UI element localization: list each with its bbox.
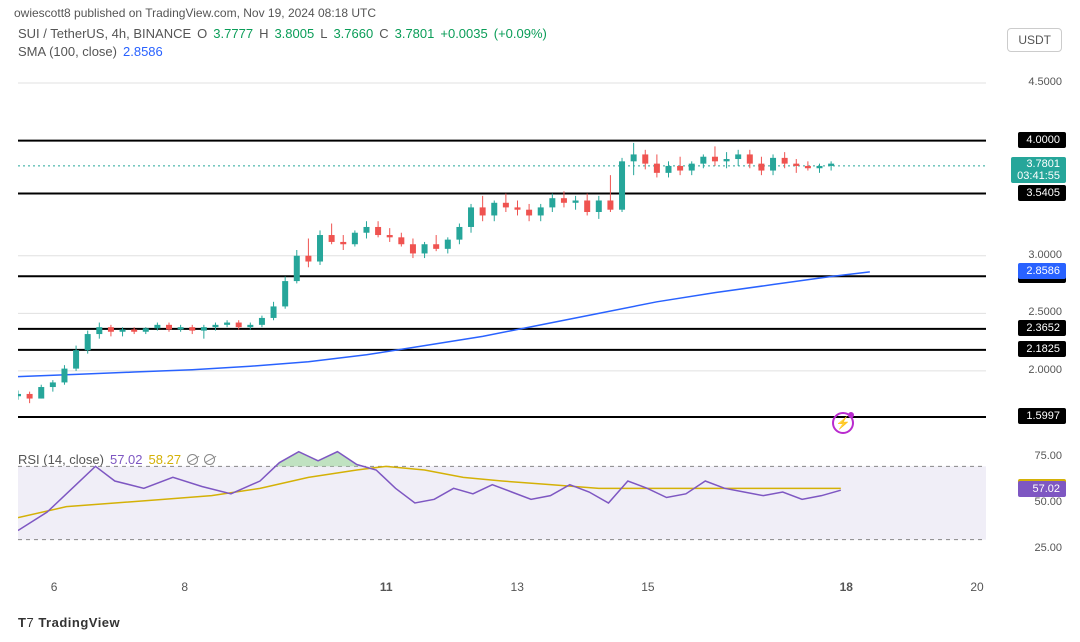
y-tick-label: 4.5000	[1028, 76, 1062, 88]
ohlc-o: 3.7777	[213, 26, 253, 41]
y-tick-label: 2.5000	[1028, 306, 1062, 318]
sma-value: 2.8586	[123, 44, 163, 59]
x-tick-label: 18	[840, 580, 853, 594]
rsi-chart[interactable]	[18, 448, 986, 558]
ohlc-c-label: C	[379, 26, 388, 41]
sma-tag: 2.8586	[1018, 263, 1066, 279]
hline-tag: 3.5405	[1018, 185, 1066, 201]
rsi-y-axis: 25.0050.0075.0058.2757.02	[1006, 448, 1066, 558]
x-tick-label: 15	[641, 580, 654, 594]
x-axis: 6 8 11 13 15 18 20	[18, 580, 986, 600]
sma-name: SMA (100, close)	[18, 44, 117, 59]
x-tick-label: 6	[51, 580, 58, 594]
y-tick-label: 3.0000	[1028, 249, 1062, 261]
hline-tag: 2.1825	[1018, 341, 1066, 357]
ohlc-o-label: O	[197, 26, 207, 41]
ohlc-pct: (+0.09%)	[494, 26, 547, 41]
ohlc-chg: +0.0035	[440, 26, 487, 41]
price-y-axis: 2.00002.50003.00004.50004.00003.54052.82…	[1006, 60, 1066, 440]
publish-header: owiescott8 published on TradingView.com,…	[14, 6, 376, 20]
ohlc-l-label: L	[320, 26, 327, 41]
hline-tag: 1.5997	[1018, 408, 1066, 424]
rsi-y-label: 50.00	[1034, 496, 1062, 508]
ohlc-l: 3.7660	[333, 26, 373, 41]
symbol-info: SUI / TetherUS, 4h, BINANCE O 3.7777 H 3.8…	[18, 26, 547, 41]
x-tick-label: 13	[511, 580, 524, 594]
bolt-icon[interactable]: ⚡	[832, 412, 854, 434]
quote-badge[interactable]: USDT	[1007, 28, 1062, 52]
x-tick-label: 20	[970, 580, 983, 594]
x-tick-label: 11	[380, 580, 393, 594]
ohlc-c: 3.7801	[395, 26, 435, 41]
pair-name: SUI / TetherUS, 4h, BINANCE	[18, 26, 191, 41]
price-chart[interactable]	[18, 60, 986, 440]
ohlc-h: 3.8005	[274, 26, 314, 41]
rsi-tag: 57.02	[1018, 481, 1066, 497]
hline-tag: 4.0000	[1018, 132, 1066, 148]
y-tick-label: 2.0000	[1028, 364, 1062, 376]
tradingview-logo[interactable]: T7 TradingView	[18, 615, 120, 630]
x-tick-label: 8	[181, 580, 188, 594]
rsi-y-label: 25.00	[1034, 542, 1062, 554]
rsi-y-label: 75.00	[1034, 450, 1062, 462]
hline-tag: 2.3652	[1018, 320, 1066, 336]
current-price-tag: 3.780103:41:55	[1011, 157, 1066, 183]
ohlc-h-label: H	[259, 26, 268, 41]
sma-info: SMA (100, close) 2.8586	[18, 44, 163, 59]
